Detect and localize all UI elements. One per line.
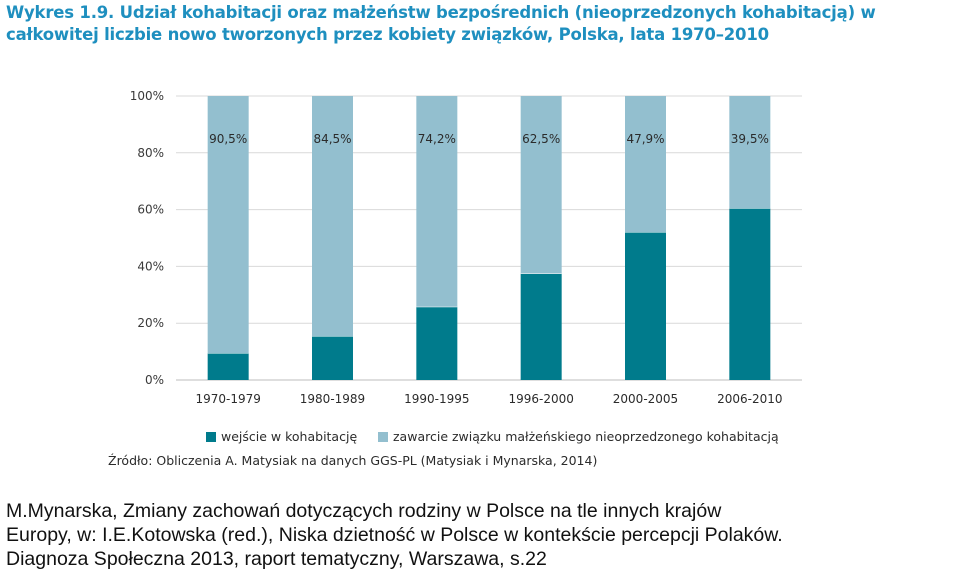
x-tick-label: 2000-2005 (613, 392, 678, 406)
chart-source: Źródło: Obliczenia A. Matysiak na danych… (108, 453, 598, 468)
bar-direct-marriage (416, 96, 458, 307)
bar-cohabitation (312, 335, 353, 380)
x-tick-label: 1996-2000 (508, 392, 573, 406)
bar-data-label: 39,5% (731, 132, 769, 146)
y-tick-label: 60% (137, 203, 164, 217)
citation-text: M.Mynarska, Zmiany zachowań dotyczących … (6, 499, 956, 571)
legend-swatch-cohabitation (206, 431, 216, 442)
citation-line-1: M.Mynarska, Zmiany zachowań dotyczących … (6, 500, 722, 522)
legend-item-cohabitation: wejście w kohabitację (206, 429, 357, 444)
y-tick-label: 0% (145, 373, 164, 387)
citation-line-2: Europy, w: I.E.Kotowska (red.), Niska dz… (6, 524, 783, 546)
bar-data-label: 47,9% (626, 132, 664, 146)
bar-cohabitation (207, 353, 249, 380)
bar-cohabitation (416, 306, 458, 380)
bar-data-label: 74,2% (418, 132, 456, 146)
y-tick-label: 20% (137, 316, 164, 330)
bar-direct-marriage (312, 96, 353, 336)
y-tick-label: 80% (137, 146, 164, 160)
legend-item-direct-marriage: zawarcie związku małżeńskiego nieoprzedz… (378, 429, 779, 444)
chart-title: Wykres 1.9. Udział kohabitacji oraz małż… (6, 3, 876, 44)
x-tick-label: 2006-2010 (717, 392, 782, 406)
y-tick-label: 100% (130, 89, 164, 103)
bar-direct-marriage (207, 96, 249, 354)
y-tick-label: 40% (137, 259, 164, 273)
x-tick-label: 1980-1989 (300, 392, 365, 406)
legend-label-direct-marriage: zawarcie związku małżeńskiego nieoprzedz… (393, 429, 779, 444)
x-tick-label: 1970-1979 (195, 392, 260, 406)
legend-swatch-direct-marriage (378, 431, 388, 442)
legend-label-cohabitation: wejście w kohabitację (221, 429, 358, 444)
citation-line-3: Diagnoza Społeczna 2013, raport tematycz… (6, 548, 547, 570)
x-tick-label: 1990-1995 (404, 392, 469, 406)
bar-direct-marriage (520, 96, 562, 274)
bar-cohabitation (729, 208, 771, 380)
bar-cohabitation (520, 273, 562, 380)
bar-data-label: 62,5% (522, 132, 560, 146)
bar-direct-marriage (625, 96, 666, 233)
stacked-bar-chart: 0% 20% 40% 60% 80% 100% 90,5% 1970-1979 84,5% 198… (130, 89, 802, 406)
bar-cohabitation (625, 232, 666, 380)
bar-direct-marriage (729, 96, 771, 209)
bar-data-label: 84,5% (313, 132, 351, 146)
bar-data-label: 90,5% (209, 132, 247, 146)
